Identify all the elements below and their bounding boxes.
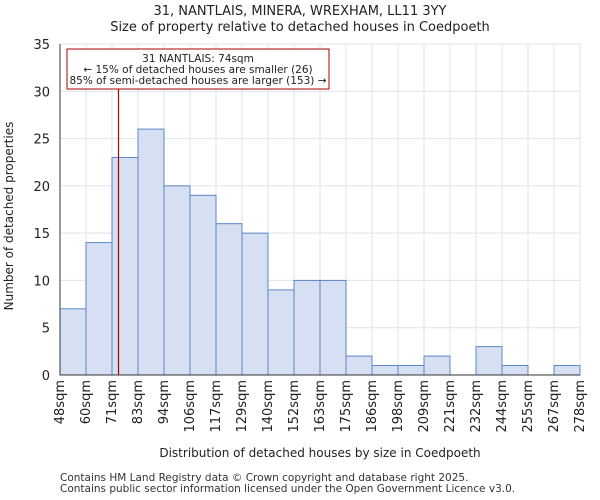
footer-copyright: Contains HM Land Registry data © Crown c… [60,472,469,484]
bar [189,194,217,376]
bar [241,232,269,376]
x-tick-label: 117sqm [209,380,224,433]
bar [137,128,165,376]
bar [215,223,243,376]
x-tick-label: 278sqm [573,380,588,433]
x-tick-label: 163sqm [313,380,328,433]
y-tick-label: 0 [42,369,50,384]
bar [59,308,87,376]
x-axis-label: Distribution of detached houses by size … [159,446,480,460]
y-tick-label: 10 [33,274,50,289]
x-tick-label: 198sqm [391,380,406,433]
x-tick-label: 244sqm [495,380,510,433]
x-tick-label: 152sqm [287,380,302,433]
x-tick-label: 267sqm [547,380,562,433]
bar [371,365,399,376]
bar [267,289,295,376]
x-tick-label: 232sqm [469,380,484,433]
property-marker: 31 NANTLAIS: 74sqm← 15% of detached hous… [66,48,330,375]
y-tick-labels: 0 5 10 15 20 25 30 35 [33,38,50,384]
x-tick-label: 106sqm [183,380,198,433]
y-axis-label: Number of detached properties [2,122,16,311]
bar [345,355,373,376]
y-tick-label: 15 [33,227,50,242]
bar [397,365,425,376]
annotation-line-3: 85% of semi-detached houses are larger (… [70,75,327,87]
x-tick-label: 140sqm [261,380,276,433]
y-tick-label: 30 [33,85,50,100]
x-tick-label: 48sqm [53,380,68,424]
x-tick-label: 209sqm [417,380,432,433]
bar [111,156,139,376]
x-tick-label: 175sqm [339,380,354,433]
bar [319,279,347,376]
annotation-line-1: 31 NANTLAIS: 74sqm [142,53,254,65]
y-tick-label: 35 [33,38,50,53]
x-tick-label: 129sqm [235,380,250,433]
bar [163,185,191,376]
chart-title-address: 31, NANTLAIS, MINERA, WREXHAM, LL11 3YY [153,4,447,19]
y-tick-label: 25 [33,133,50,148]
annotation-box [66,48,330,90]
x-tick-label: 255sqm [521,380,536,433]
axes [59,44,580,376]
annotation-line-2: ← 15% of detached houses are smaller (26… [83,64,312,76]
bar [501,365,529,376]
footer-licence: Contains public sector information licen… [60,483,516,495]
x-tick-label: 71sqm [105,380,120,424]
bar [553,365,581,376]
bar-series [59,128,581,376]
x-tick-label: 186sqm [365,380,380,433]
x-tick-label: 60sqm [79,380,94,424]
bar [475,346,503,376]
y-tick-label: 5 [42,322,50,337]
y-tick-label: 20 [33,180,50,195]
chart-title: Size of property relative to detached ho… [110,20,490,35]
bar [293,279,321,376]
bar [423,355,451,376]
x-tick-labels: 48sqm 60sqm 71sqm 83sqm 94sqm 106sqm 117sqm 129… [53,380,588,433]
bar [85,242,113,376]
x-tick-label: 94sqm [157,380,172,424]
x-tick-label: 83sqm [131,380,146,424]
x-tick-label: 221sqm [443,380,458,433]
